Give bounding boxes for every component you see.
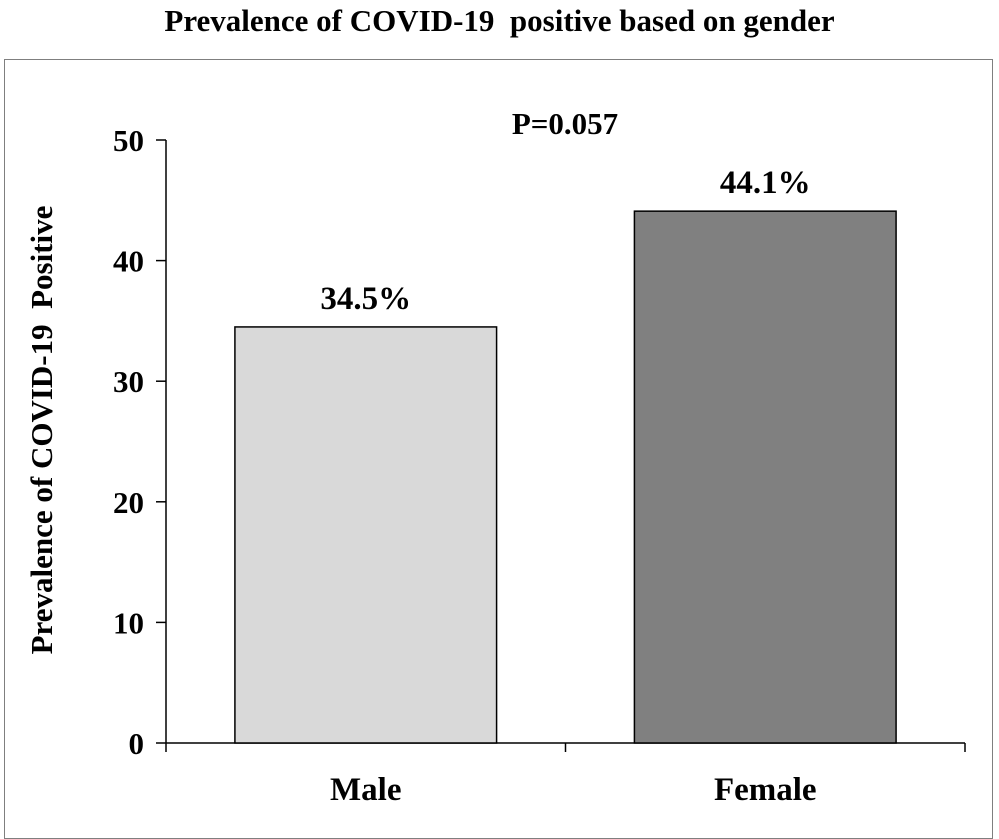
chart-title: Prevalence of COVID-19 positive based on… <box>164 3 835 38</box>
data-label: 34.5% <box>320 281 411 317</box>
y-tick-label: 50 <box>113 123 144 158</box>
y-axis-label: Prevalence of COVID-19 Positive <box>24 206 59 655</box>
y-ticks: 0 10 20 30 40 50 <box>113 123 166 761</box>
x-tick-label: Male <box>330 772 401 808</box>
p-value-annotation: P=0.057 <box>512 106 618 141</box>
x-ticks: Male Female <box>165 743 966 808</box>
bar-male <box>234 326 498 744</box>
y-tick-label: 30 <box>113 364 144 399</box>
data-label: 44.1% <box>720 165 811 201</box>
bars: 34.5% 44.1% <box>234 165 897 744</box>
y-tick-label: 0 <box>129 726 145 761</box>
x-tick-label: Female <box>714 772 817 808</box>
y-tick-label: 10 <box>113 605 144 640</box>
y-tick-label: 40 <box>113 244 144 279</box>
bar-chart: 0 10 20 30 40 50 Male Female 34.5% 44.1% Preval… <box>24 106 966 808</box>
bar-female <box>633 210 897 744</box>
y-tick-label: 20 <box>113 485 144 520</box>
